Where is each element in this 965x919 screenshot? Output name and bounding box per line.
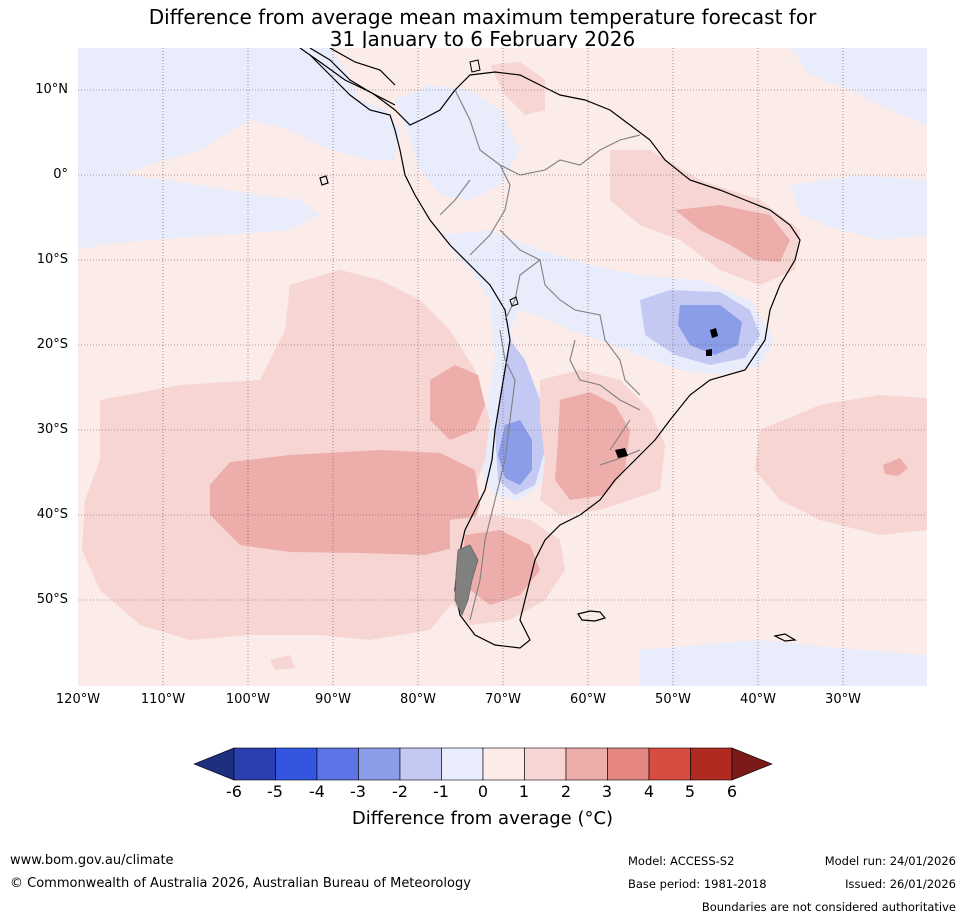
colorbar-tick-3: 3 xyxy=(601,782,613,801)
colorbar xyxy=(193,747,773,781)
colorbar-swatch xyxy=(358,747,401,781)
colorbar-swatch xyxy=(690,747,733,781)
colorbar-tick-neg3: -3 xyxy=(350,782,366,801)
colorbar-tick-4: 4 xyxy=(643,782,655,801)
anomaly-region-argentina-warm-2 xyxy=(555,392,630,500)
lat-label-30s: 30°S xyxy=(36,422,68,437)
anomaly-region-south-atlantic-warm-2 xyxy=(883,458,908,476)
colorbar-title: Difference from average (°C) xyxy=(351,808,614,829)
colorbar-tick-6: 6 xyxy=(726,782,738,801)
footer-copyright: © Commonwealth of Australia 2026, Austra… xyxy=(10,876,471,891)
lat-label-10n: 10°N xyxy=(35,82,68,97)
lon-label-90w: 90°W xyxy=(315,692,351,707)
anomaly-region-atlantic-cool xyxy=(790,48,927,125)
lat-label-40s: 40°S xyxy=(36,507,68,522)
colorbar-swatch xyxy=(399,747,442,781)
lake-titicaca xyxy=(509,296,519,307)
colorbar-tick-neg5: -5 xyxy=(267,782,283,801)
coastline-falkland-islands xyxy=(577,610,607,622)
anomaly-region-guyana-warm xyxy=(490,62,545,115)
map-title-line1: Difference from average mean maximum tem… xyxy=(148,5,817,29)
lon-label-40w: 40°W xyxy=(740,692,776,707)
colorbar-swatch xyxy=(482,747,525,781)
anomaly-region-south-pacific-warm-2 xyxy=(210,450,480,555)
colorbar-swatch xyxy=(316,747,359,781)
anomaly-region-pacific-coast-patch xyxy=(270,655,295,670)
colorbar-swatch xyxy=(233,747,276,781)
colorbar-swatch xyxy=(565,747,608,781)
colorbar-tick-neg6: -6 xyxy=(226,782,242,801)
anomaly-region-andes-cool-3 xyxy=(498,420,532,485)
colorbar-swatch xyxy=(441,747,484,781)
colorbar-tick-neg1: -1 xyxy=(433,782,449,801)
colorbar-extend-low xyxy=(193,747,235,781)
colorbar-swatch xyxy=(524,747,567,781)
footer-base-period: Base period: 1981-2018 xyxy=(628,877,767,891)
brazil-reservoir xyxy=(706,328,718,356)
colorbar-tick-1: 1 xyxy=(518,782,530,801)
lon-label-50w: 50°W xyxy=(655,692,691,707)
lake-maracaibo xyxy=(469,59,481,73)
colorbar-swatch xyxy=(275,747,318,781)
lat-label-10s: 10°S xyxy=(36,252,68,267)
coastline-south-america xyxy=(309,48,801,649)
footer-issued: Issued: 26/01/2026 xyxy=(845,877,956,891)
lat-label-0: 0° xyxy=(53,167,68,182)
colorbar-tick-neg4: -4 xyxy=(309,782,325,801)
lon-label-60w: 60°W xyxy=(570,692,606,707)
anomaly-region-northeast-brazil-warm-2 xyxy=(675,205,790,262)
footer-website: www.bom.gov.au/climate xyxy=(10,853,174,868)
colorbar-extend-high xyxy=(731,747,773,781)
lon-label-120w: 120°W xyxy=(55,692,101,707)
anomaly-region-north-pacific-cool xyxy=(78,48,400,190)
lat-label-20s: 20°S xyxy=(36,337,68,352)
colorbar-swatch xyxy=(648,747,691,781)
anomaly-region-chile-coast-warm-2 xyxy=(430,365,485,440)
lat-label-50s: 50°S xyxy=(36,592,68,607)
lon-label-80w: 80°W xyxy=(400,692,436,707)
coastline-galapagos xyxy=(319,175,329,186)
lon-label-70w: 70°W xyxy=(485,692,521,707)
footer-model: Model: ACCESS-S2 xyxy=(628,854,735,868)
footer-disclaimer: Boundaries are not considered authoritat… xyxy=(701,900,956,914)
colorbar-swatch xyxy=(607,747,650,781)
coastline-central-america xyxy=(299,48,396,106)
lon-label-30w: 30°W xyxy=(825,692,861,707)
graticule xyxy=(78,48,927,686)
anomaly-region-southwest-atlantic-cool xyxy=(640,640,927,686)
colorbar-tick-5: 5 xyxy=(684,782,696,801)
anomaly-region-northwest-amazon-cool xyxy=(395,85,520,200)
map-title-line2: 31 January to 6 February 2026 xyxy=(329,27,636,51)
country-boundaries xyxy=(439,89,641,621)
colorbar-tick-0: 0 xyxy=(477,782,489,801)
colorbar-tick-2: 2 xyxy=(560,782,572,801)
coastline-south-georgia xyxy=(773,633,797,642)
lagoa-dos-patos xyxy=(615,448,628,458)
anomaly-region-patagonia-warm-2 xyxy=(462,530,540,605)
colorbar-tick-neg2: -2 xyxy=(392,782,408,801)
lon-label-100w: 100°W xyxy=(225,692,271,707)
anomaly-region-east-pacific-cool xyxy=(78,175,320,250)
footer-model-run: Model run: 24/01/2026 xyxy=(824,854,956,868)
anomaly-region-tropical-atlantic-cool xyxy=(790,175,927,240)
lon-label-110w: 110°W xyxy=(140,692,186,707)
